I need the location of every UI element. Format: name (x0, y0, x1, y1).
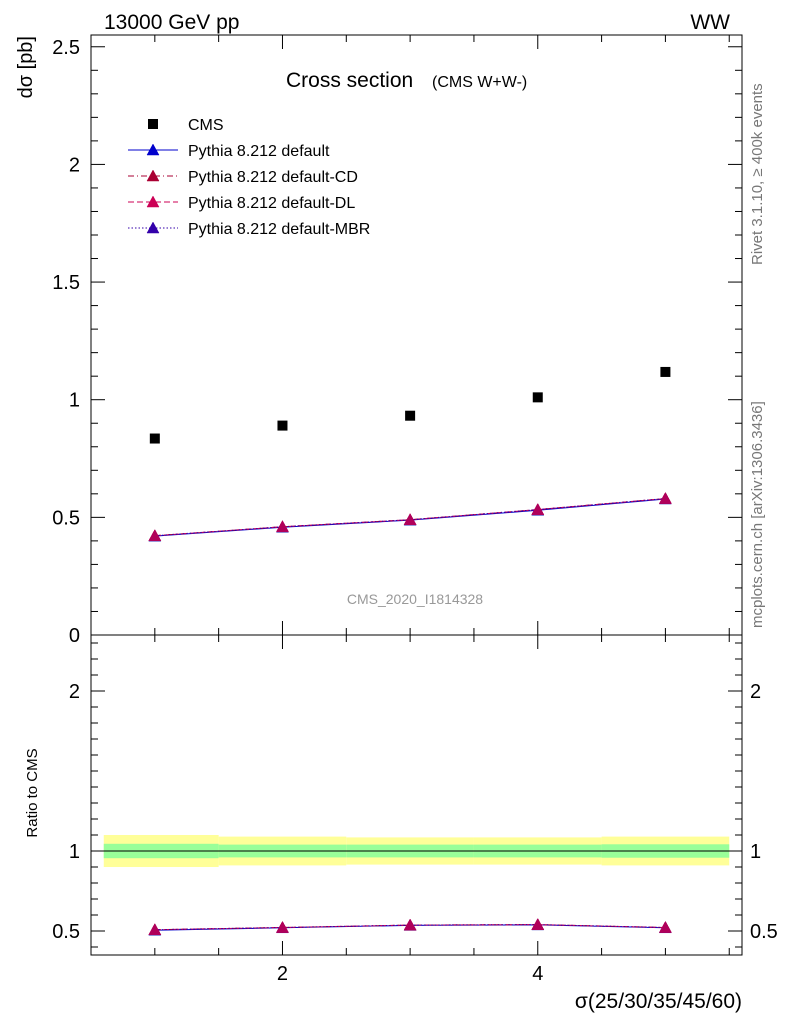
cms-data-point (660, 366, 671, 377)
main-subtitle: (CMS W+W-) (432, 74, 527, 91)
ratio-plot-frame (90, 634, 743, 956)
main-y-tick-label: 1 (69, 390, 80, 412)
main-y-tick-label: 2.5 (52, 37, 80, 59)
main-y-axis-label: dσ [pb] (15, 36, 37, 98)
mc-data-point (403, 513, 417, 525)
legend-label: Pythia 8.212 default-MBR (188, 221, 370, 238)
ratio-y-tick-label-left: 2 (69, 681, 80, 703)
ratio-y-tick-label-right: 1 (750, 841, 761, 863)
legend-label: Pythia 8.212 default-CD (188, 169, 358, 186)
ratio-data-point (658, 920, 672, 933)
cms-data-point (277, 420, 288, 431)
ratio-plot: Ratio to CMS 0.5 0.5 1 1 2 2 2 4 (24, 634, 778, 985)
x-axis-label: σ(25/30/35/45/60) (575, 990, 742, 1013)
rivet-version-label: Rivet 3.1.10, ≥ 400k events (749, 83, 766, 265)
ratio-series-line (154, 924, 666, 931)
mc-data-point (658, 492, 672, 504)
header-right-label: WW (690, 11, 730, 34)
main-title: Cross section (286, 69, 413, 92)
legend-marker (148, 119, 158, 129)
ratio-data-point (403, 918, 417, 931)
mc-data-point (531, 503, 545, 515)
header-left-label: 13000 GeV pp (104, 11, 239, 34)
mcplots-label: mcplots.cern.ch [arXiv:1306.3436] (749, 401, 766, 628)
x-tick-label: 2 (277, 963, 288, 985)
ratio-data-point (148, 923, 162, 935)
watermark-label: CMS_2020_I1814328 (347, 591, 483, 607)
legend-marker (146, 221, 160, 234)
main-y-tick-label: 1.5 (52, 272, 80, 294)
main-plot: Cross section (CMS W+W-) dσ [pb] CMS_202… (15, 34, 743, 647)
legend: CMS Pythia 8.212 default Pythia 8.212 defa… (128, 117, 370, 238)
legend-label: Pythia 8.212 default-DL (188, 195, 355, 212)
ratio-y-tick-label-right: 0.5 (750, 921, 778, 943)
main-y-tick-label: 0.5 (52, 507, 80, 529)
cms-data-point (405, 410, 416, 421)
legend-marker (146, 169, 160, 182)
cms-data-point (149, 433, 160, 444)
mc-data-point (276, 520, 289, 533)
legend-marker (146, 143, 160, 156)
cms-data-point (532, 392, 543, 403)
legend-label: Pythia 8.212 default (188, 143, 330, 160)
ratio-data-point (276, 920, 289, 933)
mc-data-point (148, 529, 162, 541)
ratio-data-point (531, 918, 545, 930)
ratio-y-tick-label-left: 1 (69, 841, 80, 863)
ratio-y-axis-label: Ratio to CMS (24, 748, 41, 837)
legend-label: CMS (188, 117, 224, 134)
ratio-y-tick-label-right: 2 (750, 681, 761, 703)
ratio-y-tick-label-left: 0.5 (52, 921, 80, 943)
x-tick-label: 4 (532, 963, 543, 985)
legend-marker (146, 195, 160, 208)
main-y-tick-label: 0 (69, 625, 80, 647)
main-y-tick-label: 2 (69, 154, 80, 176)
